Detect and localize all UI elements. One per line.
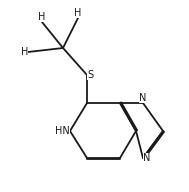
Text: H: H — [74, 8, 82, 18]
Text: HN: HN — [55, 126, 70, 136]
Text: H: H — [21, 47, 28, 57]
Text: S: S — [87, 70, 93, 80]
Text: N: N — [143, 153, 150, 163]
Text: H: H — [38, 12, 46, 22]
Text: N: N — [139, 93, 147, 103]
